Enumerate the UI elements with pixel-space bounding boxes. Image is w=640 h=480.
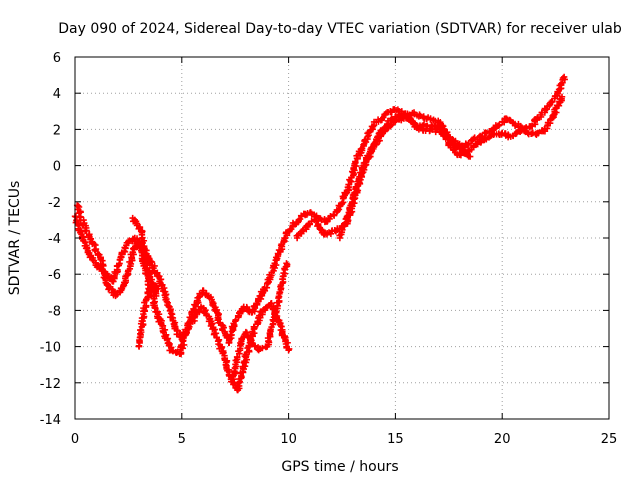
trace-point xyxy=(283,261,291,268)
x-tick-label: 15 xyxy=(387,432,404,447)
grid-lines xyxy=(75,57,609,419)
trace-point xyxy=(367,150,374,157)
trace-point xyxy=(275,246,283,254)
trace-point xyxy=(369,123,377,130)
y-tick-label: -12 xyxy=(40,377,61,392)
trace-point xyxy=(152,290,160,297)
trace-point xyxy=(162,331,170,338)
trace-point xyxy=(465,153,472,160)
trace-point xyxy=(271,260,278,267)
trace-point xyxy=(106,285,113,292)
trace-point xyxy=(90,240,98,248)
trace-point xyxy=(183,329,190,336)
trace-point xyxy=(313,217,320,224)
trace-point xyxy=(346,204,353,211)
trace-point xyxy=(347,177,354,185)
trace-point xyxy=(407,111,414,119)
trace-point xyxy=(245,308,252,315)
trace-point xyxy=(548,98,556,105)
data-point xyxy=(481,135,489,142)
x-tick-label: 25 xyxy=(601,432,618,447)
trace-point xyxy=(376,137,383,144)
trace-point xyxy=(280,269,287,277)
trace-point xyxy=(168,314,175,321)
trace-point xyxy=(126,237,133,244)
data-point xyxy=(285,347,292,354)
data-point xyxy=(560,73,568,81)
y-tick-label: -8 xyxy=(48,304,61,319)
trace-point xyxy=(83,227,90,234)
y-tick-label: 4 xyxy=(53,87,61,102)
trace-point xyxy=(388,121,395,128)
trace-point xyxy=(186,323,193,330)
data-point xyxy=(558,93,566,101)
trace-point xyxy=(470,143,477,151)
y-tick-label: -2 xyxy=(48,196,61,211)
trace-point xyxy=(137,326,145,334)
trace-point xyxy=(92,246,99,254)
y-tick-label: -14 xyxy=(40,413,61,428)
trace-point xyxy=(132,218,139,225)
trace-point xyxy=(388,115,395,122)
y-axis-label: SDTVAR / TECUs xyxy=(7,181,23,296)
trace-point xyxy=(464,151,471,159)
trace-point xyxy=(511,122,519,129)
trace-point xyxy=(378,131,385,139)
y-tick-label: -10 xyxy=(40,341,61,356)
y-tick-label: -6 xyxy=(48,268,61,283)
x-tick-label: 10 xyxy=(280,432,297,447)
y-tick-label: 2 xyxy=(53,123,61,138)
y-tick-label: 0 xyxy=(53,160,61,175)
trace-point xyxy=(343,213,351,220)
x-tick-label: 0 xyxy=(71,432,79,447)
trace-point xyxy=(199,287,206,294)
x-tick-label: 5 xyxy=(178,432,186,447)
trace-point xyxy=(256,312,263,319)
x-axis-label: GPS time / hours xyxy=(281,459,398,475)
y-tick-label: 6 xyxy=(53,51,61,66)
chart-title: Day 090 of 2024, Sidereal Day-to-day VTE… xyxy=(58,21,622,37)
trace-point xyxy=(555,102,562,109)
trace-point xyxy=(153,285,161,293)
trace-point xyxy=(535,130,542,137)
trace-point xyxy=(339,226,346,233)
trace-point xyxy=(180,334,187,342)
data-points xyxy=(71,73,568,394)
x-tick-label: 20 xyxy=(494,432,511,447)
y-tick-label: -4 xyxy=(48,232,61,247)
